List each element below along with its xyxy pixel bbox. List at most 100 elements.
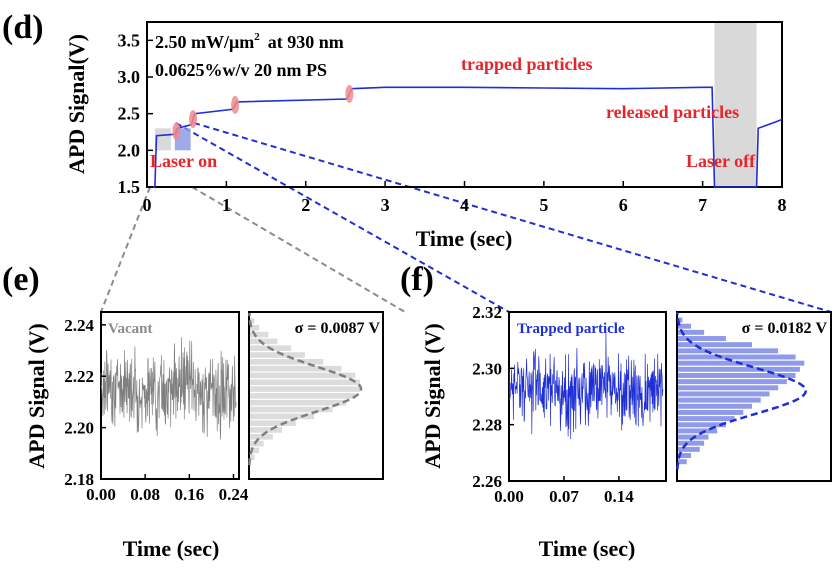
x-tick-label: 8 [778, 195, 787, 215]
panel-f-hist-frame [676, 311, 832, 482]
histogram-bar [678, 317, 683, 323]
y-tick-label: 2.30 [472, 359, 502, 378]
sample-annotation: 0.0625%w/v 20 nm PS [155, 60, 327, 80]
x-tick-label: 0.08 [130, 485, 160, 504]
panel-d: (d) 0 1 2 3 4 5 6 7 8 1.5 2.0 2.5 3.0 3.5 Time (sec)… [2, 9, 787, 251]
histogram-bar [250, 352, 305, 358]
histogram-bar [678, 397, 761, 403]
histogram-bar [678, 323, 692, 329]
histogram-bar [678, 446, 700, 452]
panel-f: (f) 0.00 0.07 0.14 2.26 2.28 2.30 2.32 Trappe… [400, 261, 832, 561]
histogram-bar [678, 348, 779, 354]
histogram-bar [678, 379, 787, 385]
y-tick-label: 1.5 [118, 177, 141, 197]
laser-on-annotation: Laser on [150, 151, 217, 171]
histogram-bar [250, 420, 296, 426]
x-tick-label: 4 [460, 195, 469, 215]
y-tick-label: 2.32 [472, 303, 502, 322]
power-annotation: 2.50 mW/μm2 at 930 nm [155, 31, 344, 52]
histogram-bar [250, 427, 283, 433]
histogram-bar [678, 366, 800, 372]
signal-trace-line [100, 337, 237, 440]
histogram-bar [678, 342, 753, 348]
shaded-region [714, 22, 757, 187]
x-tick-label: 1 [222, 195, 231, 215]
laser-off-annotation: Laser off [686, 151, 756, 171]
histogram-bar [250, 359, 324, 365]
shaded-region [154, 128, 171, 151]
histogram-bar [250, 318, 255, 324]
histogram-bar [678, 403, 753, 409]
panel-f-trace-label: Trapped particle [517, 321, 625, 337]
histogram-bar [678, 422, 726, 428]
x-tick-label: 0.07 [549, 487, 579, 506]
histogram-bar [250, 393, 356, 399]
y-tick-label: 2.5 [118, 104, 141, 124]
histogram-bar [678, 409, 744, 415]
histogram-bar [678, 336, 726, 341]
histogram-bar [678, 329, 705, 335]
panel-e-sigma-label: σ = 0.0087 V [295, 320, 381, 337]
histogram-bar [250, 447, 260, 454]
panel-f-trace-frame [508, 311, 667, 482]
panel-e-trace-label: Vacant [108, 321, 152, 337]
histogram-bar [250, 399, 347, 406]
panel-e-label: (e) [2, 261, 40, 298]
histogram-bar [678, 453, 692, 459]
histogram-bar [250, 433, 273, 440]
histogram-bar [250, 379, 360, 386]
panel-d-ylabel: APD Signal(V) [64, 34, 89, 174]
histogram-bar [678, 391, 770, 397]
x-tick-label: 7 [698, 195, 707, 215]
x-tick-label: 0.00 [494, 487, 524, 506]
connector-gray-right [191, 186, 406, 313]
y-tick-label: 2.26 [472, 472, 502, 491]
x-tick-label: 0.16 [174, 485, 204, 504]
y-tick-label: 3.0 [118, 67, 141, 87]
histogram-bar [678, 459, 687, 465]
x-tick-label: 0.00 [86, 485, 116, 504]
panel-f-label: (f) [400, 261, 434, 298]
histogram-bar [250, 386, 360, 392]
trapped-annotation: trapped particles [461, 54, 592, 74]
histogram-bar [678, 428, 718, 434]
y-tick-label: 2.24 [64, 316, 94, 335]
x-tick-label: 2 [301, 195, 310, 215]
histogram-bar [250, 406, 333, 413]
trap-event-marker [172, 122, 181, 141]
panel-f-xlabel: Time (sec) [539, 536, 636, 561]
x-tick-label: 0 [143, 195, 152, 215]
histogram-bar [678, 416, 735, 422]
connector-blue-left [175, 122, 510, 313]
x-tick-label: 0.24 [219, 485, 249, 504]
x-tick-label: 0.14 [604, 487, 634, 506]
x-tick-label: 3 [381, 195, 390, 215]
panel-d-label: (d) [2, 9, 44, 46]
histogram-bar [250, 372, 356, 379]
y-tick-label: 2.20 [64, 419, 94, 438]
x-tick-label: 6 [619, 195, 628, 215]
y-tick-label: 2.18 [64, 470, 94, 489]
panel-e: (e) 0.00 0.08 0.16 0.24 2.18 2.20 2.22 2.24 Va… [2, 261, 384, 561]
panel-e-xlabel: Time (sec) [123, 536, 220, 561]
gaussian-fit-curve [676, 312, 808, 470]
x-tick-label: 5 [539, 195, 548, 215]
histogram-bar [678, 440, 705, 446]
y-tick-label: 2.22 [64, 367, 94, 386]
panel-d-xlabel: Time (sec) [416, 226, 513, 251]
connector-gray-left [100, 186, 151, 313]
gaussian-fit-curve [248, 312, 363, 466]
panel-e-hist-frame [248, 311, 384, 480]
trap-event-marker [189, 110, 198, 129]
histogram-bar [678, 372, 796, 378]
panel-e-trace-frame [100, 311, 240, 480]
panel-f-ylabel: APD Signal (V) [420, 323, 445, 468]
trap-event-marker [345, 84, 354, 103]
histogram-bar [250, 440, 264, 447]
histogram-bar [678, 385, 779, 391]
connector-blue-right [193, 122, 832, 313]
histogram-bar [250, 331, 269, 338]
histogram-bar [678, 354, 796, 360]
histogram-bar [250, 338, 278, 345]
